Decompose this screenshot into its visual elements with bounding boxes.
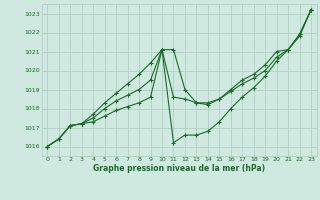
- X-axis label: Graphe pression niveau de la mer (hPa): Graphe pression niveau de la mer (hPa): [93, 164, 265, 173]
